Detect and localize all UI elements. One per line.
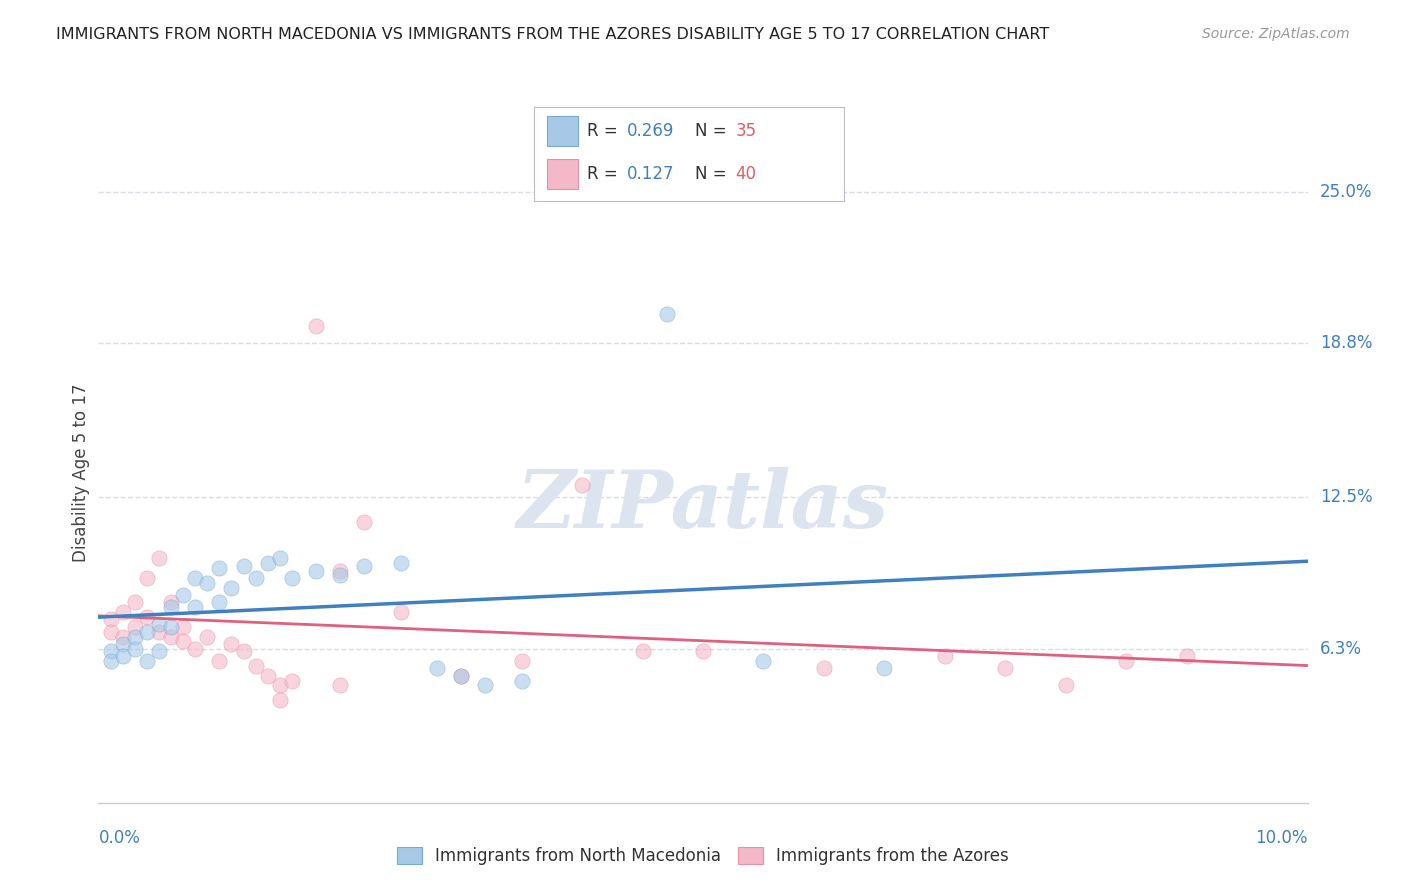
Point: [172, 620, 194, 634]
Point: [305, 319, 328, 334]
Text: R =: R =: [586, 166, 623, 184]
Point: [389, 556, 412, 570]
Point: [160, 600, 183, 615]
Text: 6.3%: 6.3%: [1320, 640, 1361, 657]
Point: [813, 661, 835, 675]
Point: [256, 556, 278, 570]
Point: [148, 551, 170, 566]
Point: [100, 612, 122, 626]
Point: [208, 654, 231, 668]
Text: 0.269: 0.269: [627, 122, 675, 140]
Point: [208, 561, 231, 575]
Text: Source: ZipAtlas.com: Source: ZipAtlas.com: [1202, 27, 1350, 41]
Point: [208, 595, 231, 609]
Text: 10.0%: 10.0%: [1256, 830, 1308, 847]
Point: [111, 605, 134, 619]
Point: [172, 634, 194, 648]
Point: [329, 568, 352, 582]
Point: [1054, 678, 1077, 692]
Point: [873, 661, 896, 675]
Text: 0.0%: 0.0%: [98, 830, 141, 847]
Point: [426, 661, 449, 675]
Point: [124, 630, 146, 644]
Point: [124, 595, 146, 609]
Text: R =: R =: [586, 122, 623, 140]
Text: 0.127: 0.127: [627, 166, 675, 184]
Point: [111, 649, 134, 664]
Point: [353, 558, 375, 573]
Text: 25.0%: 25.0%: [1320, 183, 1372, 201]
Point: [329, 564, 352, 578]
Point: [135, 654, 157, 668]
Point: [184, 600, 207, 615]
Point: [100, 624, 122, 639]
Text: 40: 40: [735, 166, 756, 184]
Point: [269, 693, 291, 707]
Text: IMMIGRANTS FROM NORTH MACEDONIA VS IMMIGRANTS FROM THE AZORES DISABILITY AGE 5 T: IMMIGRANTS FROM NORTH MACEDONIA VS IMMIG…: [56, 27, 1049, 42]
Point: [124, 641, 146, 656]
Point: [184, 641, 207, 656]
Point: [934, 649, 956, 664]
Point: [269, 678, 291, 692]
Point: [221, 637, 243, 651]
Point: [148, 644, 170, 658]
Point: [232, 558, 254, 573]
Bar: [547, 160, 578, 189]
Point: [221, 581, 243, 595]
Point: [111, 637, 134, 651]
Point: [148, 624, 170, 639]
Point: [1175, 649, 1198, 664]
Point: [172, 588, 194, 602]
Point: [111, 630, 134, 644]
Point: [135, 610, 157, 624]
Point: [124, 620, 146, 634]
Point: [160, 595, 183, 609]
Point: [389, 605, 412, 619]
Point: [195, 630, 218, 644]
Point: [655, 307, 678, 321]
Point: [135, 624, 157, 639]
Point: [1115, 654, 1137, 668]
Point: [994, 661, 1017, 675]
Point: [305, 564, 328, 578]
Bar: [547, 116, 578, 146]
Text: 35: 35: [735, 122, 756, 140]
Point: [281, 571, 304, 585]
Point: [752, 654, 775, 668]
Point: [148, 617, 170, 632]
Point: [100, 654, 122, 668]
Point: [450, 668, 472, 682]
Point: [160, 620, 183, 634]
Point: [510, 673, 533, 688]
Point: [329, 678, 352, 692]
Text: N =: N =: [695, 122, 733, 140]
Point: [195, 575, 218, 590]
Point: [353, 515, 375, 529]
Y-axis label: Disability Age 5 to 17: Disability Age 5 to 17: [72, 384, 90, 562]
Point: [245, 571, 267, 585]
Point: [692, 644, 714, 658]
Point: [256, 668, 278, 682]
Point: [100, 644, 122, 658]
Point: [510, 654, 533, 668]
Legend: Immigrants from North Macedonia, Immigrants from the Azores: Immigrants from North Macedonia, Immigra…: [388, 838, 1018, 873]
Point: [450, 668, 472, 682]
Point: [571, 478, 593, 492]
Point: [281, 673, 304, 688]
Point: [269, 551, 291, 566]
Point: [135, 571, 157, 585]
Text: 12.5%: 12.5%: [1320, 488, 1372, 506]
Point: [245, 659, 267, 673]
Point: [184, 571, 207, 585]
Point: [631, 644, 654, 658]
Point: [160, 630, 183, 644]
Point: [474, 678, 496, 692]
Text: 18.8%: 18.8%: [1320, 334, 1372, 352]
Text: ZIPatlas: ZIPatlas: [517, 467, 889, 544]
Text: N =: N =: [695, 166, 733, 184]
Point: [232, 644, 254, 658]
